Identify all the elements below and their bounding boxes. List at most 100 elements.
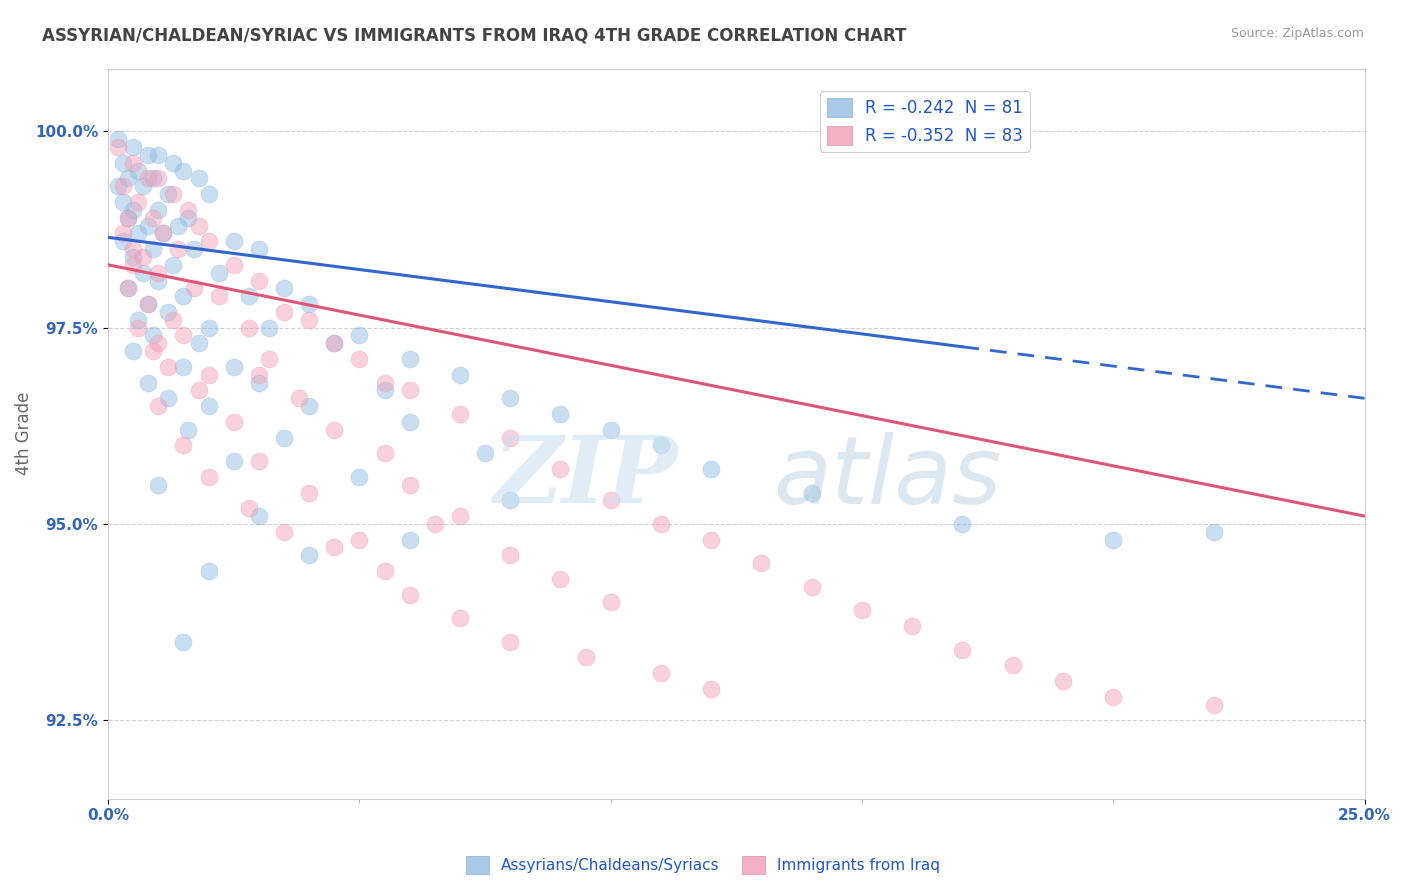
- Point: [700, 681, 723, 696]
- Point: [152, 227, 174, 241]
- Point: [373, 564, 395, 578]
- Point: [800, 580, 823, 594]
- Point: [127, 313, 149, 327]
- Point: [499, 493, 522, 508]
- Point: [901, 619, 924, 633]
- Point: [800, 485, 823, 500]
- Point: [122, 250, 145, 264]
- Point: [136, 297, 159, 311]
- Point: [1102, 690, 1125, 704]
- Y-axis label: 4th Grade: 4th Grade: [15, 392, 32, 475]
- Point: [222, 454, 245, 468]
- Point: [247, 368, 270, 382]
- Point: [474, 446, 496, 460]
- Point: [197, 320, 219, 334]
- Point: [398, 477, 420, 491]
- Point: [112, 194, 135, 209]
- Point: [162, 258, 184, 272]
- Point: [172, 289, 194, 303]
- Point: [398, 415, 420, 429]
- Point: [238, 501, 260, 516]
- Point: [208, 266, 231, 280]
- Point: [323, 541, 346, 555]
- Point: [107, 132, 129, 146]
- Point: [127, 163, 149, 178]
- Point: [550, 462, 572, 476]
- Point: [117, 171, 139, 186]
- Point: [952, 516, 974, 531]
- Point: [247, 273, 270, 287]
- Point: [222, 258, 245, 272]
- Point: [122, 202, 145, 217]
- Point: [127, 227, 149, 241]
- Point: [323, 336, 346, 351]
- Point: [107, 140, 129, 154]
- Point: [273, 524, 295, 539]
- Point: [499, 634, 522, 648]
- Point: [172, 163, 194, 178]
- Point: [700, 533, 723, 547]
- Point: [162, 187, 184, 202]
- Point: [132, 179, 155, 194]
- Point: [122, 344, 145, 359]
- Point: [172, 359, 194, 374]
- Point: [398, 588, 420, 602]
- Point: [177, 202, 200, 217]
- Point: [142, 344, 165, 359]
- Point: [142, 171, 165, 186]
- Point: [247, 454, 270, 468]
- Point: [298, 313, 321, 327]
- Point: [373, 384, 395, 398]
- Point: [187, 171, 209, 186]
- Point: [172, 634, 194, 648]
- Point: [148, 399, 170, 413]
- Point: [136, 297, 159, 311]
- Point: [148, 266, 170, 280]
- Point: [197, 564, 219, 578]
- Point: [142, 242, 165, 256]
- Point: [172, 438, 194, 452]
- Point: [349, 352, 371, 367]
- Point: [167, 219, 190, 233]
- Point: [208, 289, 231, 303]
- Point: [197, 399, 219, 413]
- Point: [349, 328, 371, 343]
- Point: [112, 234, 135, 248]
- Point: [1052, 673, 1074, 688]
- Point: [177, 423, 200, 437]
- Point: [197, 234, 219, 248]
- Point: [273, 431, 295, 445]
- Point: [197, 470, 219, 484]
- Point: [136, 219, 159, 233]
- Point: [650, 438, 672, 452]
- Point: [449, 368, 471, 382]
- Point: [122, 242, 145, 256]
- Point: [599, 423, 621, 437]
- Point: [112, 155, 135, 169]
- Point: [398, 533, 420, 547]
- Point: [349, 470, 371, 484]
- Point: [323, 336, 346, 351]
- Point: [751, 556, 773, 570]
- Point: [952, 642, 974, 657]
- Point: [650, 516, 672, 531]
- Point: [247, 509, 270, 524]
- Point: [197, 187, 219, 202]
- Point: [574, 650, 596, 665]
- Point: [449, 509, 471, 524]
- Point: [257, 352, 280, 367]
- Point: [148, 202, 170, 217]
- Point: [851, 603, 873, 617]
- Text: atlas: atlas: [773, 432, 1001, 523]
- Point: [599, 493, 621, 508]
- Point: [197, 368, 219, 382]
- Point: [499, 549, 522, 563]
- Point: [117, 211, 139, 225]
- Point: [132, 266, 155, 280]
- Point: [148, 273, 170, 287]
- Point: [323, 423, 346, 437]
- Point: [107, 179, 129, 194]
- Point: [117, 211, 139, 225]
- Point: [122, 140, 145, 154]
- Point: [177, 211, 200, 225]
